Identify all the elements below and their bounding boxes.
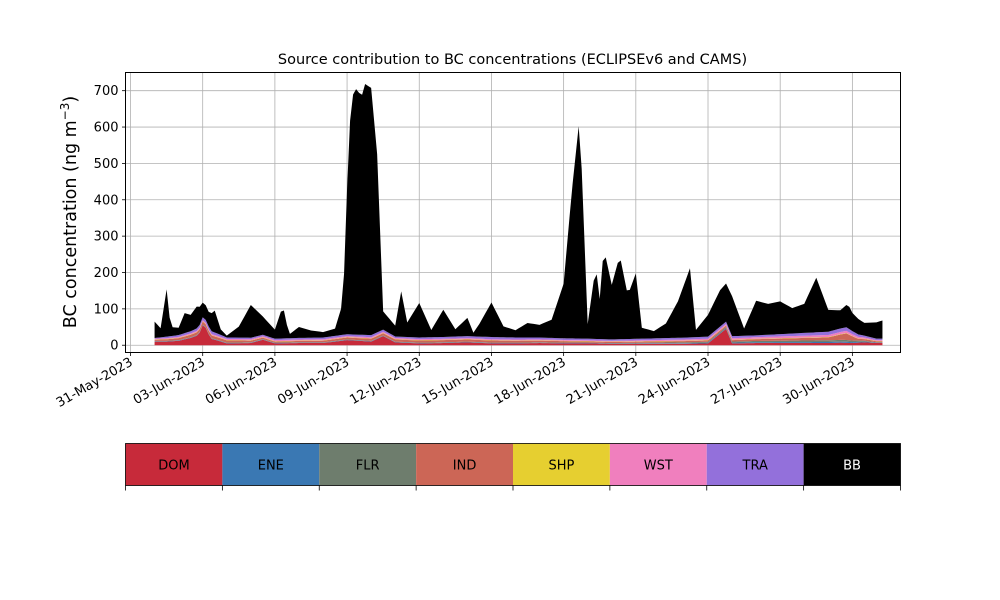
area-dom bbox=[154, 325, 883, 346]
y-tick-label: 500 bbox=[94, 157, 119, 172]
area-wst bbox=[154, 320, 883, 342]
y-tick-label: 0 bbox=[110, 339, 118, 354]
area-flr bbox=[154, 324, 883, 344]
legend-label-ene: ENE bbox=[258, 459, 284, 474]
y-tick-label: 700 bbox=[94, 84, 119, 99]
area-ind bbox=[154, 321, 883, 344]
chart-title: Source contribution to BC concentrations… bbox=[278, 52, 747, 68]
x-tick-label: 31-May-2023 bbox=[54, 355, 136, 411]
y-tick-label: 200 bbox=[94, 266, 119, 281]
legend-swatch-flr bbox=[319, 443, 417, 486]
legend-label-dom: DOM bbox=[158, 459, 189, 474]
x-tick-label: 27-Jun-2023 bbox=[708, 355, 785, 408]
legend-label-wst: WST bbox=[644, 459, 673, 474]
legend-swatch-bb bbox=[803, 443, 901, 486]
area-tra bbox=[154, 317, 883, 341]
y-axis-label-main: BC concentration (ng m bbox=[61, 120, 81, 328]
x-axis: 31-May-202303-Jun-202306-Jun-202309-Jun-… bbox=[54, 352, 858, 411]
area-bb bbox=[154, 84, 883, 340]
x-tick-label: 15-Jun-2023 bbox=[420, 355, 497, 408]
x-tick-label: 24-Jun-2023 bbox=[636, 355, 713, 408]
y-axis: 0 100 200 300 400 500 600 700 bbox=[94, 84, 126, 354]
plot-frame bbox=[125, 72, 901, 353]
legend-label-tra: TRA bbox=[742, 459, 768, 474]
y-tick-label: 600 bbox=[94, 121, 119, 136]
legend-label-ind: IND bbox=[453, 459, 477, 474]
x-tick-label: 06-Jun-2023 bbox=[203, 355, 280, 408]
y-tick-label: 100 bbox=[94, 302, 119, 317]
x-tick-label: 21-Jun-2023 bbox=[564, 355, 641, 408]
x-tick-label: 03-Jun-2023 bbox=[131, 355, 208, 408]
legend-label-bb: BB bbox=[843, 459, 861, 474]
y-tick-label: 400 bbox=[94, 193, 119, 208]
legend-label-flr: FLR bbox=[356, 459, 380, 474]
legend-swatch-tra bbox=[706, 443, 804, 486]
y-axis-label: BC concentration (ng m−3) bbox=[58, 96, 81, 328]
x-tick-label: 30-Jun-2023 bbox=[781, 355, 858, 408]
legend-swatch-shp bbox=[513, 443, 610, 486]
legend-label-shp: SHP bbox=[549, 459, 575, 474]
y-axis-label-exponent: −3 bbox=[58, 103, 72, 121]
x-tick-label: 12-Jun-2023 bbox=[347, 355, 424, 408]
source-color-legend: DOM ENE FLR IND SHP WST TRA BB bbox=[125, 443, 901, 491]
x-tick-label: 18-Jun-2023 bbox=[492, 355, 569, 408]
legend-swatch-dom bbox=[125, 443, 223, 486]
stacked-areas bbox=[154, 84, 883, 346]
x-tick-label: 09-Jun-2023 bbox=[275, 355, 352, 408]
y-axis-label-close: ) bbox=[61, 96, 81, 103]
legend-swatch-ind bbox=[416, 443, 513, 486]
legend-swatch-ene bbox=[222, 443, 320, 486]
y-tick-label: 300 bbox=[94, 230, 119, 245]
legend-swatch-wst bbox=[609, 443, 707, 486]
